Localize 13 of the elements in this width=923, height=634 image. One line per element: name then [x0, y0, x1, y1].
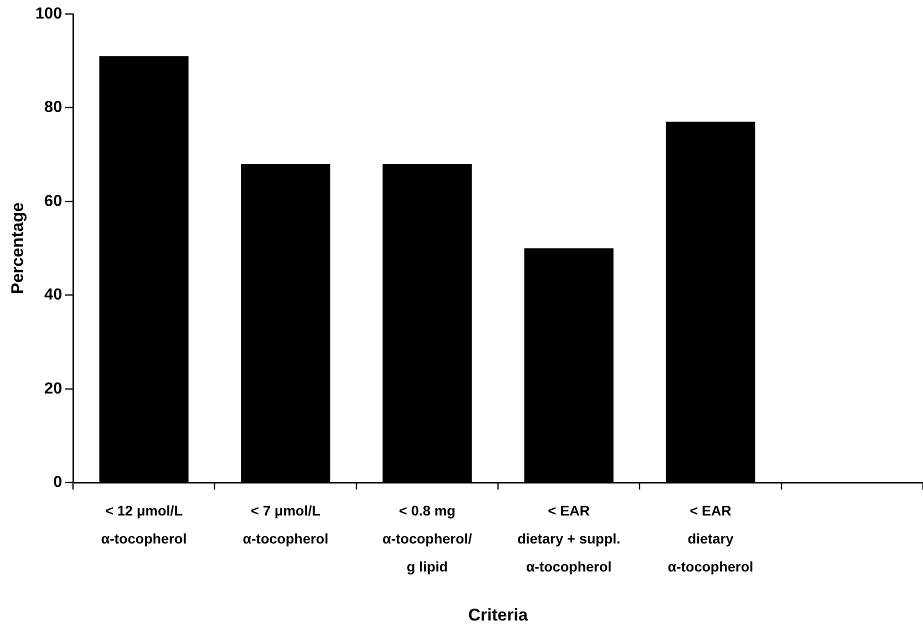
y-tick-label: 100	[35, 5, 62, 22]
x-axis-title: Criteria	[468, 605, 528, 624]
y-tick-label: 0	[53, 474, 62, 492]
x-tick-label: < 12 μmol/L α-tocopherol	[101, 502, 187, 546]
y-tick-label: 40	[44, 286, 62, 304]
y-axis-title: Percentage	[8, 202, 27, 294]
y-tick-label: 80	[44, 99, 62, 116]
y-tick-label: 60	[44, 192, 62, 210]
x-tick-label: < EAR dietary α-tocopherol	[668, 502, 754, 574]
y-tick-label: 20	[44, 380, 62, 398]
x-tick-label: < EAR dietary + suppl. α-tocopherol	[517, 502, 620, 574]
x-tick-label: < 0.8 mg α-tocopherol/ g lipid	[382, 502, 472, 574]
x-tick-label: < 7 μmol/L α-tocopherol	[242, 502, 328, 546]
